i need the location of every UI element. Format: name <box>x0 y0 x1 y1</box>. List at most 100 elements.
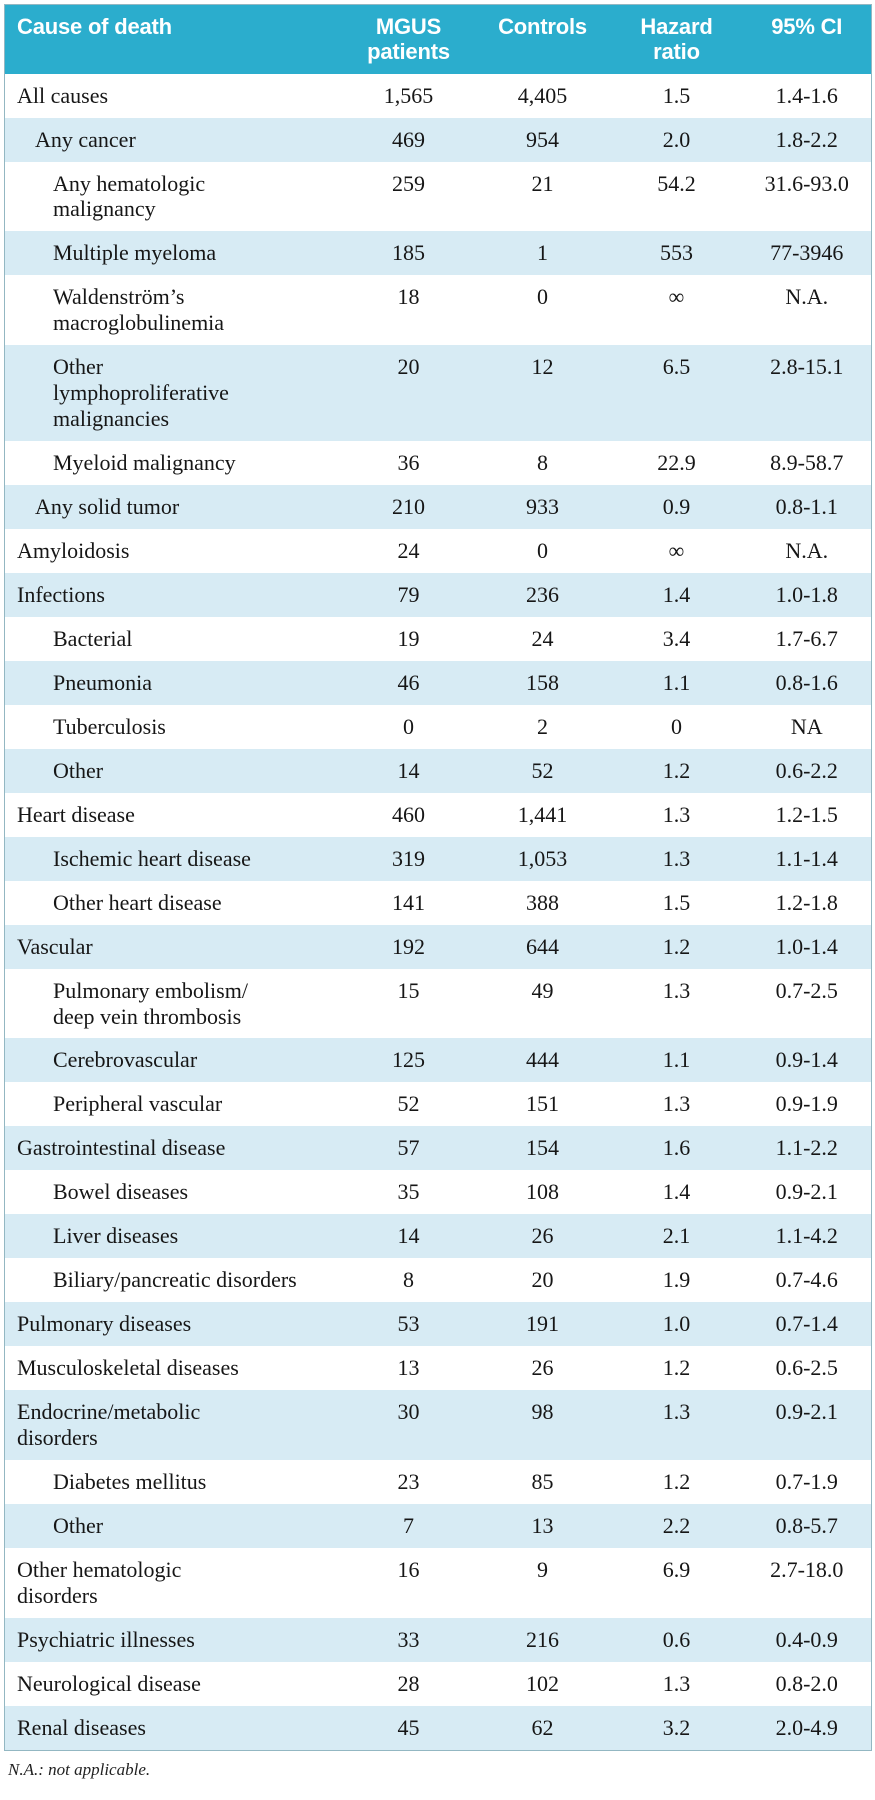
table-row: Other lymphoproliferative malignancies 2… <box>4 345 872 442</box>
controls-cell: 444 <box>526 1047 559 1073</box>
mgus-patients-cell: 15 <box>397 977 420 1003</box>
hazard-ratio-cell: 1.2 <box>662 757 691 783</box>
hazard-ratio-cell: 1.3 <box>662 845 691 871</box>
hazard-ratio-cell: 1.5 <box>662 889 691 915</box>
table-row: Musculoskeletal diseases 13 26 1.2 0.6-2… <box>5 1346 872 1390</box>
cause-of-death-cell: Diabetes mellitus <box>53 1469 207 1494</box>
cause-of-death-cell: Ischemic heart disease <box>53 845 251 871</box>
cause-of-death-cell: Pulmonary embolism/ deep vein thrombosis <box>53 977 248 1029</box>
mgus-patients-cell: 125 <box>392 1047 425 1073</box>
controls-cell: 26 <box>531 1223 554 1249</box>
hazard-ratio-cell: 1.2 <box>662 1469 691 1494</box>
ci-cell: 0.9-2.1 <box>775 1399 838 1425</box>
table-row: Other heart disease 141 388 1.5 1.2-1.8 <box>5 881 872 925</box>
mgus-patients-cell: 35 <box>397 1179 420 1205</box>
ci-cell: N.A. <box>785 538 829 564</box>
ci-cell: 1.4-1.6 <box>775 82 838 108</box>
ci-cell: 2.0-4.9 <box>775 1714 838 1740</box>
cause-of-death-cell: Pneumonia <box>53 669 152 695</box>
ci-cell: 1.1-2.2 <box>775 1135 838 1161</box>
mgus-patients-cell: 14 <box>397 757 420 783</box>
cause-of-death-cell: Renal diseases <box>17 1714 146 1740</box>
table-row: Diabetes mellitus 23 85 1.2 0.7-1.9 <box>5 1460 872 1504</box>
cause-of-death-cell: Myeloid malignancy <box>53 450 236 476</box>
table-row: Amyloidosis 24 0 ∞ N.A. <box>5 529 872 573</box>
mgus-patients-cell: 14 <box>397 1223 420 1249</box>
controls-cell: 13 <box>531 1512 554 1538</box>
controls-cell: 108 <box>526 1179 559 1205</box>
ci-cell: 1.2-1.8 <box>775 889 838 915</box>
hazard-ratio-cell: 1.2 <box>662 933 691 959</box>
mgus-patients-cell: 20 <box>397 354 420 380</box>
cause-of-death-cell: Tuberculosis <box>53 713 166 739</box>
footnote: N.A.: not applicable. <box>8 1759 151 1779</box>
cause-of-death-cell: Infections <box>17 581 105 607</box>
mgus-patients-cell: 33 <box>397 1626 420 1652</box>
hazard-ratio-cell: 0.6 <box>662 1626 691 1652</box>
cause-of-death-cell: Endocrine/metabolic disorders <box>17 1399 201 1451</box>
controls-cell: 191 <box>526 1311 559 1337</box>
cause-of-death-cell: Other hematologic disorders <box>17 1556 182 1608</box>
cause-of-death-cell: Psychiatric illnesses <box>17 1626 195 1652</box>
cause-of-death-cell: All causes <box>17 82 109 108</box>
hazard-ratio-cell: 0 <box>671 713 682 739</box>
controls-cell: 1,441 <box>517 801 568 827</box>
cause-of-death-cell: Biliary/pancreatic disorders <box>53 1267 297 1293</box>
ci-cell: 0.8-1.1 <box>775 494 838 520</box>
cause-of-death-cell: Any cancer <box>35 126 136 152</box>
ci-cell: 0.6-2.5 <box>775 1355 838 1381</box>
table-row: Liver diseases 14 26 2.1 1.1-4.2 <box>4 1214 872 1259</box>
controls-cell: 151 <box>526 1091 559 1117</box>
mgus-patients-cell: 23 <box>397 1469 420 1494</box>
hazard-ratio-cell: 3.4 <box>662 625 691 651</box>
controls-cell: 52 <box>531 757 554 783</box>
controls-cell: 8 <box>537 450 548 476</box>
table-row: Infections 79 236 1.4 1.0-1.8 <box>4 572 872 617</box>
table-row: Multiple myeloma 185 1 553 77-3946 <box>4 231 872 276</box>
mgus-patients-cell: 52 <box>397 1091 420 1117</box>
hazard-ratio-cell: 2.2 <box>662 1512 691 1538</box>
mgus-patients-cell: 36 <box>397 450 420 476</box>
table-row: Any hematologic malignancy 259 21 54.2 3… <box>5 162 872 232</box>
table-row: Bacterial 19 24 3.4 1.7-6.7 <box>5 617 872 661</box>
table-row: Bowel diseases 35 108 1.4 0.9-2.1 <box>5 1170 872 1214</box>
table-row: Vascular 192 644 1.2 1.0-1.4 <box>4 924 872 969</box>
controls-cell: 1 <box>537 240 548 266</box>
table-row: Any cancer 469 954 2.0 1.8-2.2 <box>4 117 872 162</box>
mgus-patients-cell: 16 <box>397 1556 420 1582</box>
hazard-ratio-cell: 1.1 <box>662 1047 691 1073</box>
ci-cell: 1.0-1.8 <box>775 581 838 607</box>
mgus-patients-cell: 185 <box>392 240 425 266</box>
table-row: Peripheral vascular 52 151 1.3 0.9-1.9 <box>5 1082 872 1126</box>
cause-of-death-cell: Cerebrovascular <box>53 1047 198 1073</box>
mgus-patients-cell: 79 <box>397 581 420 607</box>
controls-cell: 388 <box>526 889 559 915</box>
ci-cell: 1.1-4.2 <box>775 1223 838 1249</box>
ci-cell: 1.0-1.4 <box>775 933 838 959</box>
header-row: Cause of death MGUS patients Controls Ha… <box>4 4 872 74</box>
ci-cell: 2.8-15.1 <box>770 354 844 380</box>
mgus-patients-cell: 45 <box>397 1714 420 1740</box>
controls-cell: 24 <box>531 625 554 651</box>
hazard-ratio-cell: 1.4 <box>662 1179 691 1205</box>
cause-of-death-table: Cause of death MGUS patients Controls Ha… <box>4 4 872 1751</box>
hazard-ratio-cell: 1.3 <box>662 1670 691 1696</box>
mgus-patients-cell: 319 <box>392 845 425 871</box>
hazard-ratio-cell: 1.4 <box>662 581 691 607</box>
cause-of-death-cell: Multiple myeloma <box>53 240 217 266</box>
controls-cell: 216 <box>526 1626 559 1652</box>
controls-cell: 236 <box>526 581 559 607</box>
controls-cell: 2 <box>537 713 548 739</box>
ci-cell: N.A. <box>785 284 829 310</box>
controls-cell: 98 <box>531 1399 554 1425</box>
ci-cell: 0.9-2.1 <box>775 1179 838 1205</box>
cause-of-death-cell: Waldenström’s macroglobulinemia <box>53 284 225 336</box>
cause-of-death-cell: Pulmonary diseases <box>17 1311 192 1337</box>
mgus-patients-cell: 19 <box>397 625 420 651</box>
controls-cell: 0 <box>537 284 548 310</box>
table-row: Waldenström’s macroglobulinemia 18 0 ∞ N… <box>5 275 872 345</box>
mgus-patients-cell: 24 <box>397 538 420 564</box>
hazard-ratio-cell: 1.3 <box>662 1091 691 1117</box>
hazard-ratio-cell: 1.3 <box>662 977 691 1003</box>
table-row: All causes 1,565 4,405 1.5 1.4-1.6 <box>5 74 872 118</box>
